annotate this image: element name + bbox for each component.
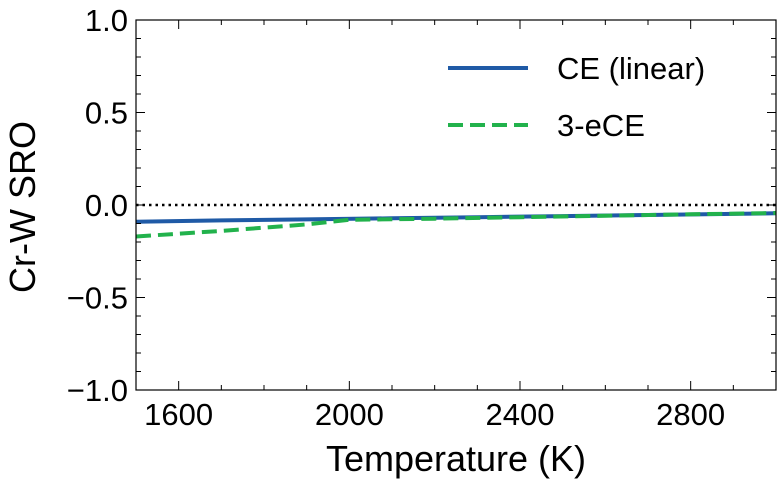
y-tick-label: 1.0 [85, 3, 128, 38]
x-tick-label: 2000 [315, 397, 384, 432]
y-tick-label: −0.5 [67, 281, 128, 316]
x-axis-title: Temperature (K) [326, 438, 586, 479]
x-tick-label: 2400 [486, 397, 555, 432]
x-tick-label: 1600 [144, 397, 213, 432]
series-line-3-ece [135, 211, 777, 239]
y-tick-label: 0.0 [85, 188, 128, 223]
legend-label-3-ece: 3-eCE [557, 108, 645, 143]
legend: CE (linear) 3-eCE [448, 51, 705, 143]
x-tick-label: 2800 [656, 397, 725, 432]
y-tick-label: 0.5 [85, 96, 128, 131]
y-tick-label: −1.0 [67, 373, 128, 408]
y-axis-title: Cr-W SRO [2, 121, 43, 293]
legend-label-ce-linear: CE (linear) [557, 51, 705, 86]
